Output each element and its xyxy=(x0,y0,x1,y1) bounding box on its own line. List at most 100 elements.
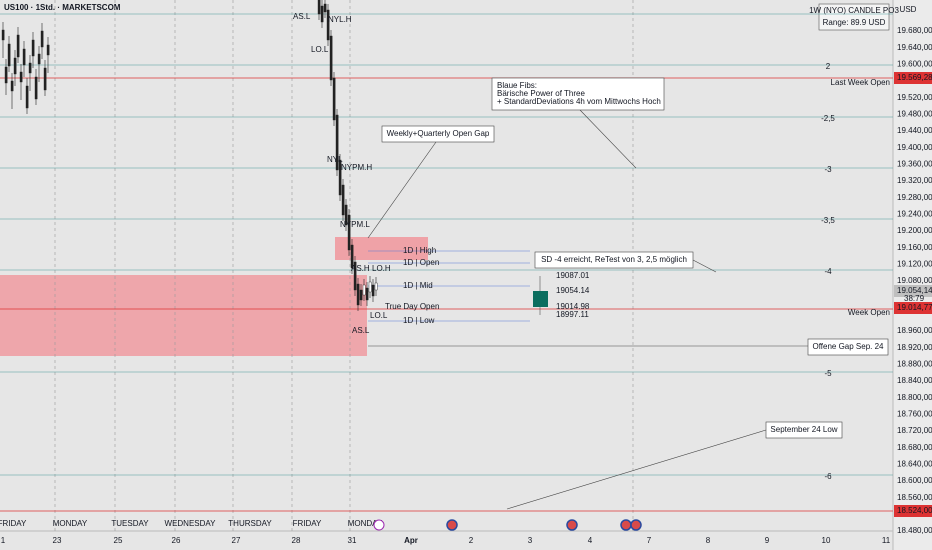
price-label: 19.640,00 xyxy=(897,43,932,52)
candle-body xyxy=(320,5,324,23)
date-label: 4 xyxy=(588,536,593,545)
price-label: 18.960,00 xyxy=(897,326,932,335)
weekday-label: TUESDAY xyxy=(111,519,149,528)
candle-body xyxy=(329,35,333,81)
candle-body xyxy=(40,30,44,48)
annotation-text: + StandardDeviations 4h vom Mittwochs Ho… xyxy=(497,97,661,106)
price-label: 19.200,00 xyxy=(897,226,932,235)
candle-body xyxy=(7,43,11,67)
price-axis-bg xyxy=(893,0,932,550)
price-label: 19.160,00 xyxy=(897,243,932,252)
countdown: 38:79 xyxy=(904,294,925,303)
candle-body xyxy=(323,3,327,13)
candle-body xyxy=(338,159,342,196)
price-tag xyxy=(894,285,932,297)
price-label: 18.600,00 xyxy=(897,476,932,485)
annotation-box xyxy=(491,77,665,111)
price-label: 18.760,00 xyxy=(897,410,932,419)
daily-label: 1D | Low xyxy=(403,316,435,325)
price-label: 18.480,00 xyxy=(897,526,932,535)
candle-body xyxy=(4,66,8,84)
candle-label: 18997.11 xyxy=(556,310,589,319)
annotation-box xyxy=(807,338,889,356)
candle-body xyxy=(335,114,339,171)
price-label: 19.680,00 xyxy=(897,26,932,35)
price-tag-label: 18.524,00 xyxy=(897,506,932,515)
price-label: 18.720,00 xyxy=(897,426,932,435)
candle-body xyxy=(28,62,32,74)
price-label: 19.120,00 xyxy=(897,259,932,268)
session-label: LO.H xyxy=(372,264,391,273)
daily-label: 1D | High xyxy=(403,246,436,255)
open-gap-zone xyxy=(0,275,367,356)
fib-label: 2 xyxy=(826,62,831,71)
date-label: Apr xyxy=(404,536,418,545)
candle-body xyxy=(371,284,375,297)
session-label: AS.L xyxy=(293,12,311,21)
date-label: 28 xyxy=(292,536,301,545)
price-label: 18.680,00 xyxy=(897,443,932,452)
candle-body xyxy=(25,85,29,109)
indicator-range: Range: 89.9 USD xyxy=(823,18,886,27)
weekday-label: THURSDAY xyxy=(228,519,272,528)
date-label: 8 xyxy=(706,536,711,545)
candle-body xyxy=(34,76,38,100)
candle-body xyxy=(16,34,20,58)
date-label: 10 xyxy=(822,536,831,545)
date-label: 3 xyxy=(528,536,533,545)
flag-icon xyxy=(620,519,632,531)
candle-body xyxy=(347,214,351,251)
price-tag xyxy=(894,505,932,517)
candle-body xyxy=(10,80,14,92)
candle-body xyxy=(359,289,363,301)
candle-body xyxy=(19,71,23,83)
annotation-line xyxy=(692,259,717,273)
session-label: NYL xyxy=(327,155,343,164)
level-label: Week Open xyxy=(848,308,890,317)
annotation-text: Offene Gap Sep. 24 xyxy=(812,342,884,351)
date-label: 2 xyxy=(469,536,474,545)
annotation-text: Bärische Power of Three xyxy=(497,89,585,98)
price-label: 19.280,00 xyxy=(897,193,932,202)
annotation-line xyxy=(579,109,637,169)
candle-label: 19087.01 xyxy=(556,271,590,280)
session-label: True Day Open xyxy=(385,302,439,311)
weekday-label: MONDAY xyxy=(348,519,383,528)
event-icon xyxy=(373,519,385,531)
annotation-box xyxy=(381,125,495,143)
candle-body xyxy=(368,281,372,293)
fib-label: -3 xyxy=(824,165,832,174)
annotation-text: Weekly+Quarterly Open Gap xyxy=(387,129,490,138)
candle-body xyxy=(374,282,378,291)
date-label: 11 xyxy=(882,536,891,545)
candle-label: 19014.98 xyxy=(556,302,590,311)
price-tag-label: 19.054,14 xyxy=(897,286,932,295)
candle-body xyxy=(356,283,360,306)
price-label: 18.800,00 xyxy=(897,393,932,402)
candle-body xyxy=(353,261,357,291)
price-label: 19.520,00 xyxy=(897,93,932,102)
candle-body xyxy=(46,44,50,56)
fib-label: -4 xyxy=(824,267,832,276)
price-tag xyxy=(894,72,932,84)
price-label: 18.840,00 xyxy=(897,376,932,385)
indicator-box xyxy=(818,3,890,31)
price-label: 19.480,00 xyxy=(897,109,932,118)
session-label: AS.H xyxy=(351,264,370,273)
session-label: NYL.H xyxy=(328,15,352,24)
price-label: 19.400,00 xyxy=(897,143,932,152)
session-label: LO.L xyxy=(370,311,388,320)
symbol: US100 · 1Std. · MARKETSCOM xyxy=(4,3,121,12)
indicator-title: 1W (NYO) CANDLE PO3 xyxy=(809,6,899,15)
annotation-text: Blaue Fibs: xyxy=(497,81,537,90)
annotation-text: September 24 Low xyxy=(770,425,837,434)
candle-body xyxy=(13,57,17,75)
candle-body xyxy=(350,244,354,269)
candle-body xyxy=(317,0,321,15)
annotation-text: SD -4 erreicht, ReTest von 3, 2,5 möglic… xyxy=(541,255,687,264)
candle-body xyxy=(332,77,336,121)
date-label: 1 xyxy=(1,536,6,545)
annotation-line xyxy=(506,429,767,510)
candle-body xyxy=(37,53,41,65)
